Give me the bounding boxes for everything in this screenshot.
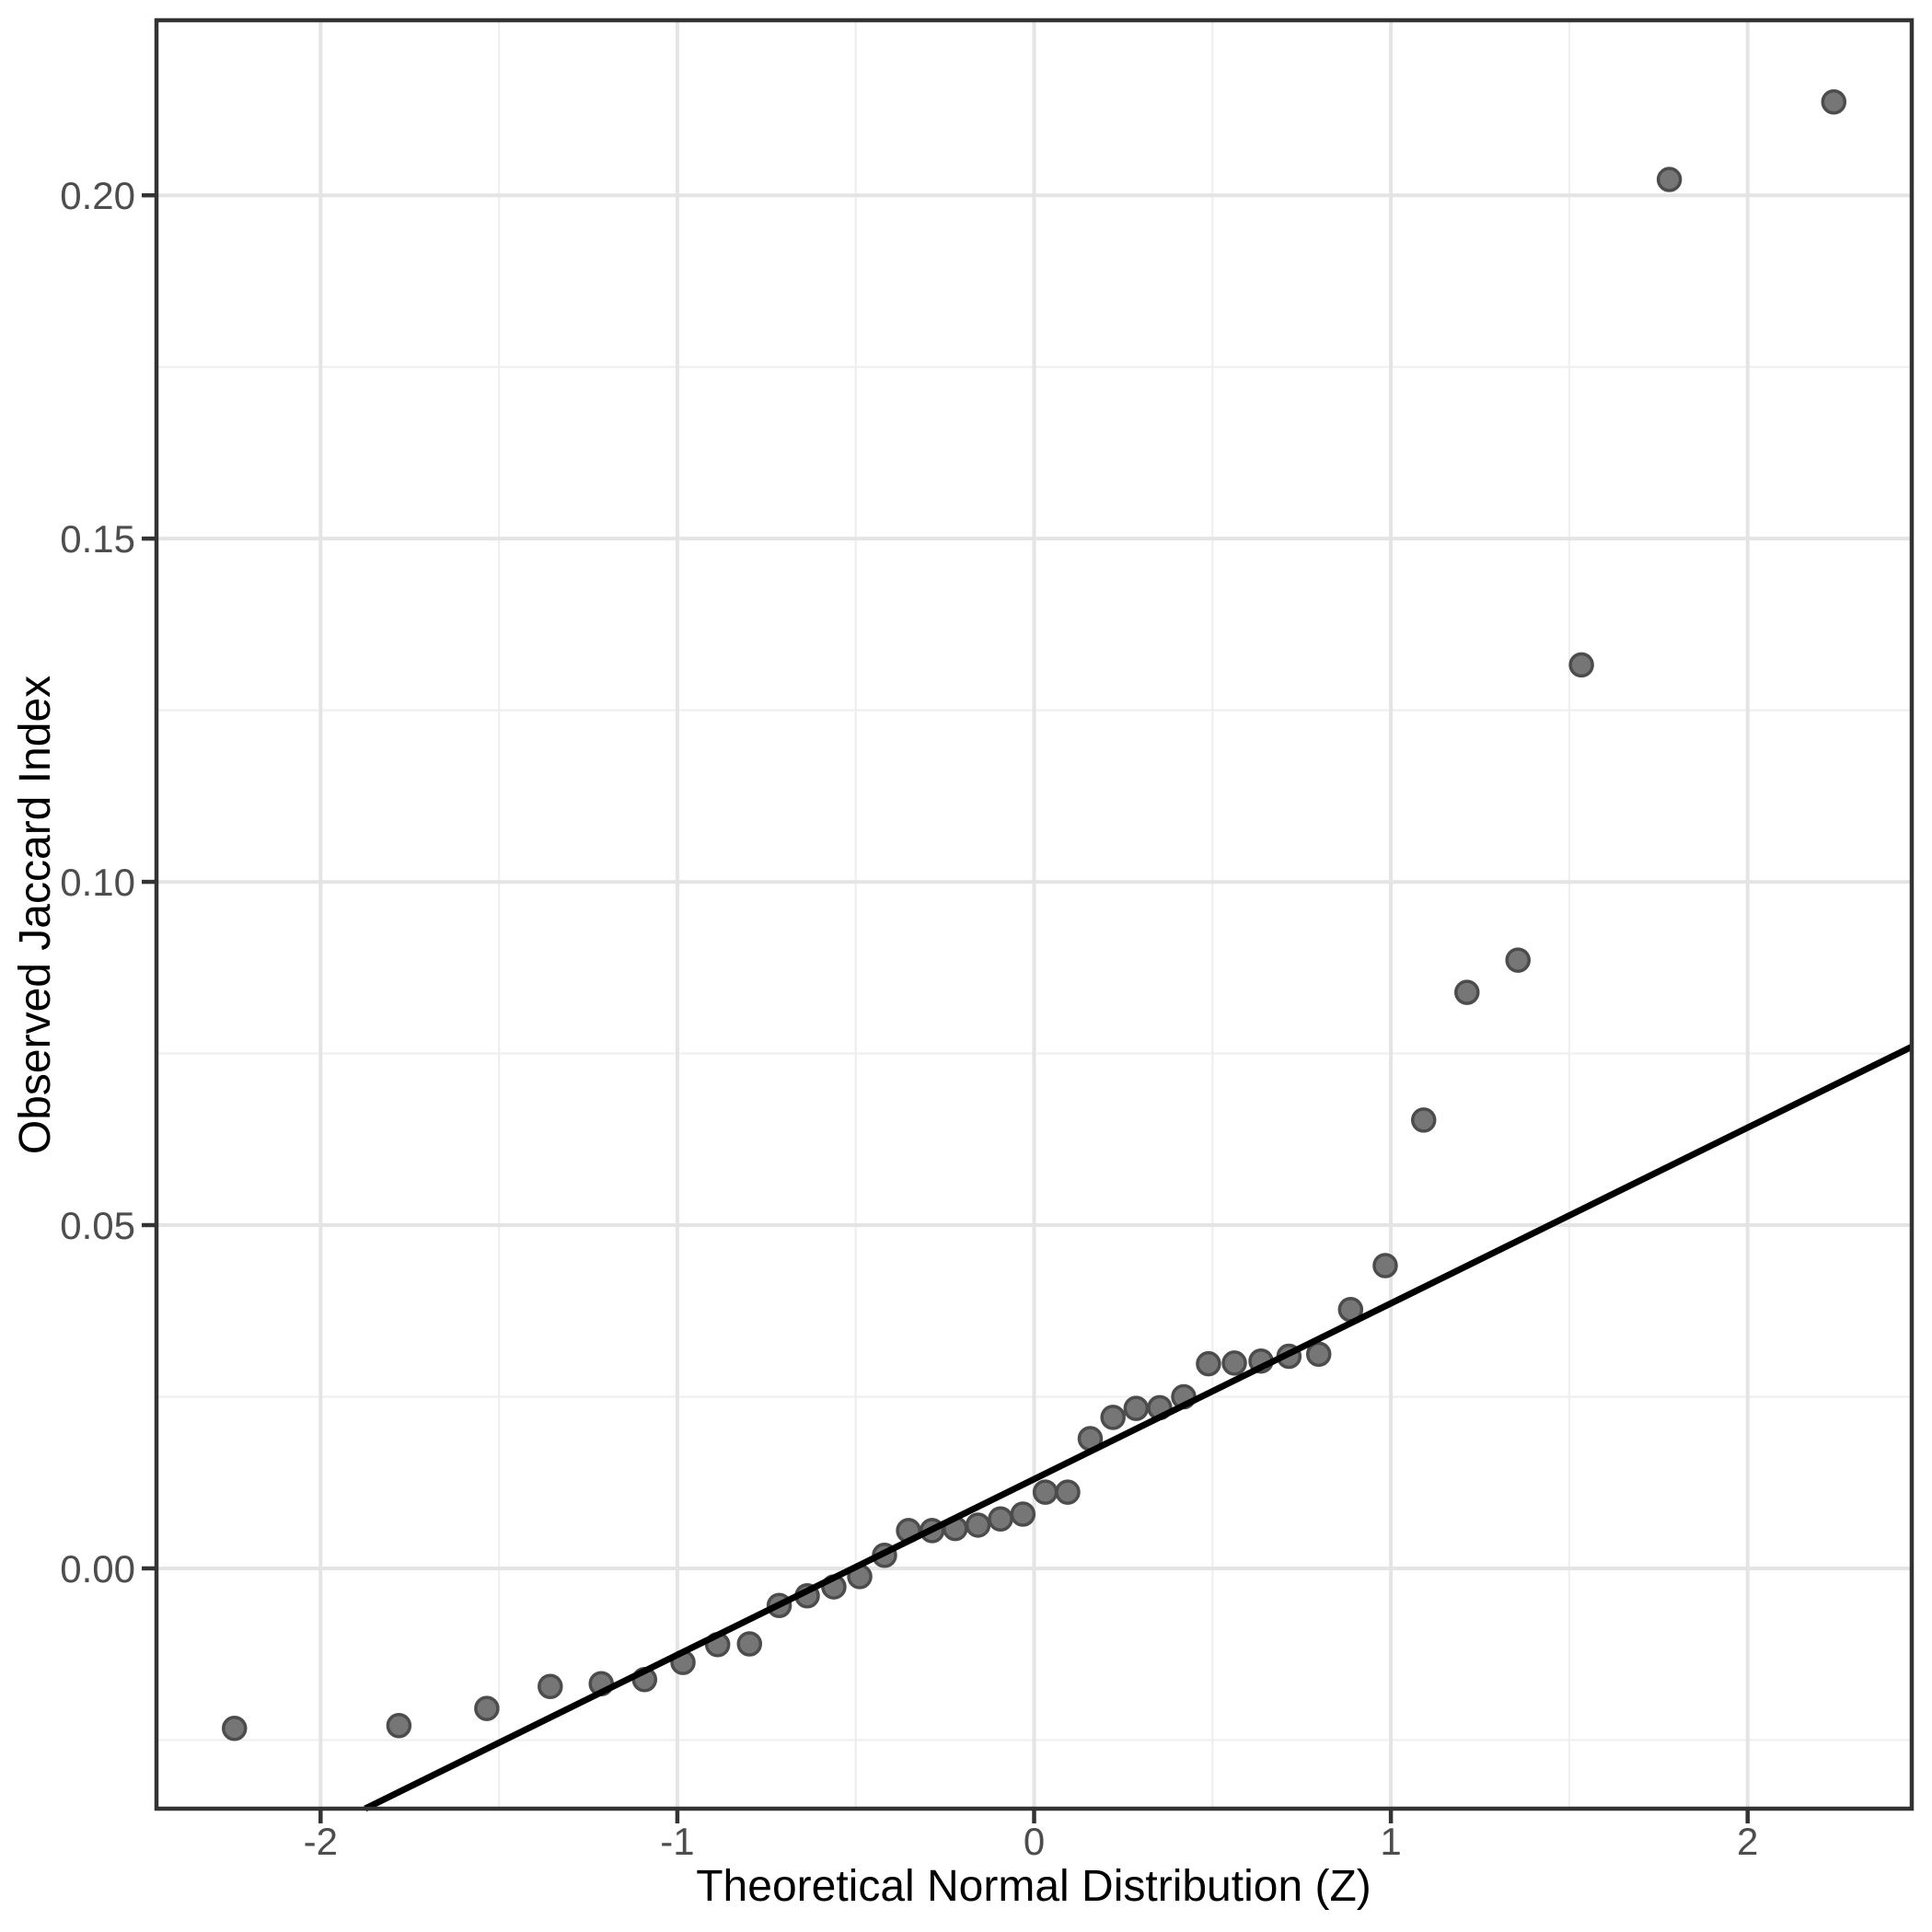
x-tick-label: 2 bbox=[1737, 1820, 1758, 1863]
y-tick-label: 0.20 bbox=[60, 174, 135, 217]
data-point bbox=[221, 1715, 248, 1741]
data-point bbox=[1123, 1395, 1150, 1421]
data-point bbox=[736, 1631, 763, 1657]
y-tick-label: 0.05 bbox=[60, 1204, 135, 1247]
y-tick-label: 0.15 bbox=[60, 517, 135, 561]
x-tick-labels: -2 -1 0 1 2 bbox=[304, 1820, 1759, 1863]
major-gridlines bbox=[156, 20, 1912, 1809]
data-point bbox=[1568, 652, 1594, 678]
data-point bbox=[1372, 1253, 1398, 1278]
qq-reference-line bbox=[364, 1044, 1914, 1812]
data-point bbox=[1505, 947, 1531, 973]
data-point bbox=[1032, 1479, 1059, 1505]
data-point bbox=[474, 1695, 500, 1721]
data-points-layer bbox=[221, 89, 1847, 1741]
data-point bbox=[1055, 1479, 1081, 1505]
y-tick-labels: 0.00 0.05 0.10 0.15 0.20 bbox=[60, 174, 135, 1591]
x-tick-label: -2 bbox=[304, 1820, 338, 1863]
y-tick-label: 0.10 bbox=[60, 861, 135, 904]
x-tick-label: 0 bbox=[1024, 1820, 1045, 1863]
x-tick-label: 1 bbox=[1380, 1820, 1401, 1863]
data-point bbox=[965, 1512, 991, 1538]
qq-reference-line-layer bbox=[364, 1044, 1914, 1812]
data-point bbox=[1100, 1405, 1126, 1430]
data-point bbox=[1221, 1350, 1247, 1376]
data-point bbox=[1196, 1350, 1221, 1377]
data-point bbox=[1821, 89, 1847, 115]
data-point bbox=[1305, 1341, 1332, 1367]
data-point bbox=[1410, 1107, 1437, 1133]
x-tick-label: -1 bbox=[660, 1820, 694, 1863]
data-point bbox=[1656, 167, 1683, 192]
data-point bbox=[988, 1506, 1013, 1532]
data-point bbox=[538, 1673, 563, 1699]
data-point bbox=[1010, 1501, 1036, 1527]
axis-ticks-layer bbox=[142, 192, 1750, 1823]
x-axis-title: Theoretical Normal Distribution (Z) bbox=[696, 1862, 1371, 1911]
data-point bbox=[1454, 979, 1480, 1005]
y-axis-title: Observed Jaccard Index bbox=[11, 676, 60, 1154]
data-point bbox=[386, 1712, 412, 1739]
y-tick-label: 0.00 bbox=[60, 1547, 135, 1591]
